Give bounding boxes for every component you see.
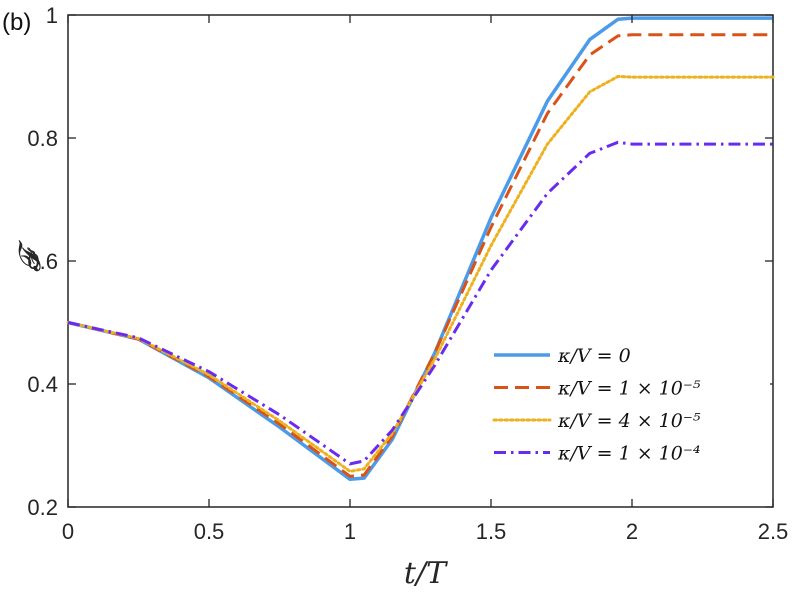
- x-tick-label: 2: [626, 519, 638, 544]
- x-tick-label: 0: [62, 519, 74, 544]
- legend: κ/V = 0 κ/V = 1 × 10⁻⁵ κ/V = 4 × 10⁻⁵ κ/V =…: [490, 338, 770, 472]
- tick-layer: [67, 14, 774, 508]
- legend-box: [490, 338, 770, 472]
- x-tick-label: 2.5: [758, 519, 789, 544]
- y-tick-label: 0.8: [27, 126, 58, 151]
- legend-label-2: κ/V = 1 × 10⁻⁵: [557, 378, 701, 400]
- y-tick-label: 1: [46, 3, 58, 28]
- x-tick-label: 0.5: [194, 519, 225, 544]
- legend-entries: κ/V = 0 κ/V = 1 × 10⁻⁵ κ/V = 4 × 10⁻⁵ κ/V =…: [492, 345, 701, 465]
- x-tick-label: 1: [344, 519, 356, 544]
- y-axis-label: 𝓕: [13, 239, 48, 272]
- legend-label-1: κ/V = 0: [557, 345, 631, 367]
- y-tick-label: 0.6: [27, 249, 58, 274]
- series-line-3: [66, 75, 775, 473]
- series-layer: [66, 16, 775, 482]
- panel-label: (b): [2, 9, 31, 36]
- x-tick-label: 1.5: [476, 519, 507, 544]
- series-line-4: [67, 140, 773, 466]
- y-tick-label: 0.4: [27, 372, 58, 397]
- y-tick-label: 0.2: [27, 495, 58, 520]
- legend-label-4: κ/V = 1 × 10⁻⁴: [557, 443, 701, 465]
- x-axis-label: t/T: [404, 556, 448, 591]
- tick-label-layer: 0 0.5 1 1.5 2 2.5 0.2 0.4 0.6 0.8 1: [27, 3, 788, 544]
- legend-label-3: κ/V = 4 × 10⁻⁵: [557, 410, 701, 432]
